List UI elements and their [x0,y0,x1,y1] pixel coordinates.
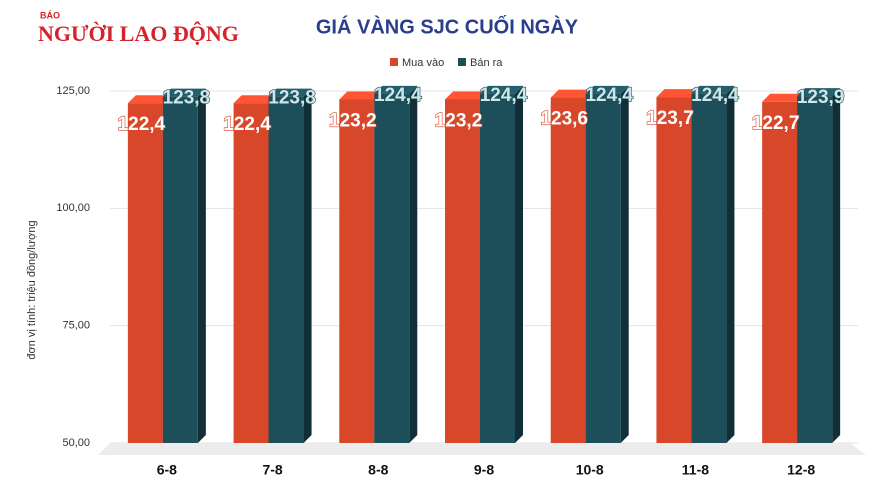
legend-label: Bán ra [470,57,503,69]
bar [585,93,621,443]
bar [268,96,304,443]
data-label: 123,8 [268,88,316,109]
bar-top [480,85,523,94]
bar-top [374,85,418,94]
x-tick-label: 7-8 [262,462,282,478]
bar-side [832,88,841,444]
x-tick-label: 6-8 [157,462,177,478]
legend-label: Mua vào [402,57,444,69]
data-label: 123,9 [797,87,845,108]
y-axis-label: đơn vị tính: triệu đồng/lượng [26,220,38,359]
data-label: 122,4 [223,114,271,135]
data-label: 123,8 [163,88,211,109]
logo-small: BÁO [40,10,60,20]
bar-top [339,91,383,100]
data-label: 123,2 [329,110,377,131]
x-tick-label: 11-8 [682,462,709,478]
bar-top [127,95,171,104]
bar-top [162,88,206,97]
bar [550,97,586,443]
x-tick-label: 9-8 [474,462,494,478]
x-tick-label: 12-8 [787,462,815,478]
bar-top [691,85,735,94]
data-label: 124,4 [585,85,633,106]
bar [480,93,515,443]
y-tick-label: 50,00 [62,437,90,449]
bar-top [233,95,277,104]
bar-side [515,85,523,443]
bar [797,96,833,444]
bar [762,101,798,443]
bar-top [445,91,488,100]
logo-main: NGƯỜI LAO ĐỘNG [38,21,239,46]
data-label: 124,4 [480,85,528,106]
bar-top [550,89,594,98]
data-label: 123,2 [435,110,483,131]
bar [691,93,727,443]
bar-top [585,85,629,94]
x-tick-label: 10-8 [576,462,604,478]
y-tick-label: 100,00 [56,202,90,214]
bar-side [409,85,418,443]
bar-top [762,93,806,102]
data-label: 124,4 [374,85,422,106]
x-tick-label: 8-8 [368,462,388,478]
legend-swatch [458,58,466,66]
bar [233,103,269,443]
bar-side [726,85,735,443]
data-label: 123,6 [540,109,588,130]
bar [374,93,410,443]
bar-top [268,88,312,97]
data-label: 124,4 [691,85,739,106]
bar-side [197,88,206,443]
legend-swatch [390,58,398,66]
data-label: 122,4 [118,114,166,135]
bar [162,96,198,443]
bar-side [303,88,312,443]
bar [656,97,692,444]
bar [339,99,375,443]
y-tick-label: 75,00 [62,320,90,332]
data-label: 123,7 [646,108,694,129]
floor [98,443,866,455]
bar-top [797,88,841,97]
bar-top [656,89,700,98]
bar [445,99,480,443]
data-label: 122,7 [752,113,800,134]
y-tick-label: 125,00 [56,85,90,97]
chart-title: GIÁ VÀNG SJC CUỐI NGÀY [316,14,579,38]
bar-side [620,85,629,443]
bar [127,103,163,443]
